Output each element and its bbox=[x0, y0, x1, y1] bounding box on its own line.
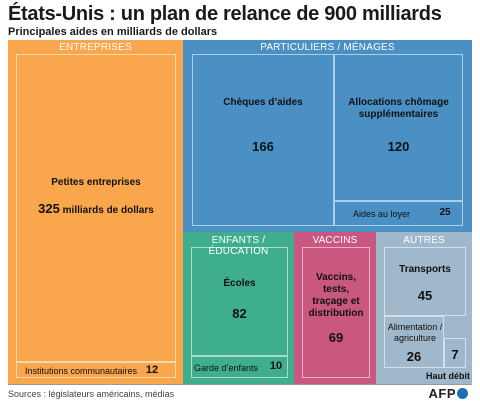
tile-haut-debit: 7 bbox=[444, 338, 466, 368]
tile-institutions-value: 12 bbox=[145, 364, 159, 376]
tile-transports-label: Transports bbox=[399, 264, 451, 275]
tile-haut-debit-label: Haut débit bbox=[426, 371, 470, 381]
tile-transports: Transports 45 bbox=[384, 247, 466, 316]
tile-garde-enfants: Garde d’enfants 10 bbox=[191, 356, 288, 378]
tile-aides-loyer-value: 25 bbox=[439, 207, 451, 218]
tile-ecoles: Écoles 82 bbox=[191, 247, 288, 356]
tile-allocations-value: 120 bbox=[387, 139, 410, 154]
tile-garde-label: Garde d’enfants bbox=[194, 363, 259, 373]
tile-vaccins: Vaccins, tests, traçage et distribution … bbox=[302, 247, 370, 378]
tile-cheques-value: 166 bbox=[252, 139, 274, 154]
section-enfants-education: ENFANTS / ÉDUCATION Écoles 82 Garde d’en… bbox=[183, 232, 294, 384]
tile-cheques-aides: Chèques d’aides 166 bbox=[192, 54, 334, 226]
section-autres: AUTRES Transports 45 Alimentation / agri… bbox=[376, 232, 472, 384]
tile-petites-entreprises: Petites entreprises 325 milliards de dol… bbox=[16, 54, 176, 362]
tile-vaccins-value: 69 bbox=[328, 330, 344, 345]
section-vaccins: VACCINS Vaccins, tests, traçage et distr… bbox=[294, 232, 376, 384]
tile-petites-entreprises-value: 325 milliards de dollars bbox=[17, 201, 175, 217]
section-particuliers: PARTICULIERS / MÉNAGES Chèques d’aides 1… bbox=[183, 40, 472, 232]
tile-allocations-chomage: Allocations chômage supplémentaires 120 bbox=[334, 54, 463, 201]
chart-title: États-Unis : un plan de relance de 900 m… bbox=[8, 3, 442, 25]
section-vaccins-header: VACCINS bbox=[312, 235, 358, 246]
tile-transports-value: 45 bbox=[417, 288, 433, 303]
tile-institutions-label: Institutions communautaires bbox=[25, 366, 138, 376]
source-note: Sources : législateurs américains, média… bbox=[8, 389, 175, 399]
tile-aides-loyer-label: Aides au loyer bbox=[353, 209, 411, 219]
section-autres-header: AUTRES bbox=[403, 235, 445, 246]
tile-institutions-communautaires: Institutions communautaires 12 bbox=[16, 362, 176, 378]
afp-logo: AFP bbox=[428, 386, 468, 401]
afp-logo-dot-icon bbox=[457, 388, 468, 399]
tile-ecoles-label: Écoles bbox=[223, 278, 256, 289]
tile-aides-loyer: Aides au loyer 25 bbox=[334, 201, 463, 226]
value-number: 325 bbox=[38, 201, 60, 216]
footer-divider bbox=[8, 384, 472, 385]
section-enfants-header: ENFANTS / ÉDUCATION bbox=[208, 235, 269, 257]
tile-cheques-label: Chèques d’aides bbox=[223, 97, 303, 108]
value-unit: milliards de dollars bbox=[62, 205, 154, 216]
tile-alimentation-agriculture: Alimentation / agriculture 26 bbox=[384, 316, 444, 368]
afp-logo-text: AFP bbox=[428, 386, 456, 401]
tile-alimentation-value: 26 bbox=[406, 349, 422, 364]
section-particuliers-header: PARTICULIERS / MÉNAGES bbox=[260, 42, 395, 53]
tile-haut-debit-value: 7 bbox=[451, 347, 459, 362]
chart-subtitle: Principales aides en milliards de dollar… bbox=[8, 26, 218, 38]
tile-petites-entreprises-label: Petites entreprises bbox=[51, 177, 141, 188]
section-entreprises-header: ENTREPRISES bbox=[59, 42, 132, 53]
tile-alimentation-label: Alimentation / agriculture bbox=[387, 322, 443, 343]
tile-ecoles-value: 82 bbox=[232, 306, 247, 321]
tile-garde-value: 10 bbox=[269, 360, 283, 372]
section-entreprises: ENTREPRISES Petites entreprises 325 mill… bbox=[8, 40, 183, 384]
tile-allocations-label: Allocations chômage supplémentaires bbox=[348, 97, 449, 120]
tile-vaccins-label: Vaccins, tests, traçage et distribution bbox=[308, 272, 364, 319]
